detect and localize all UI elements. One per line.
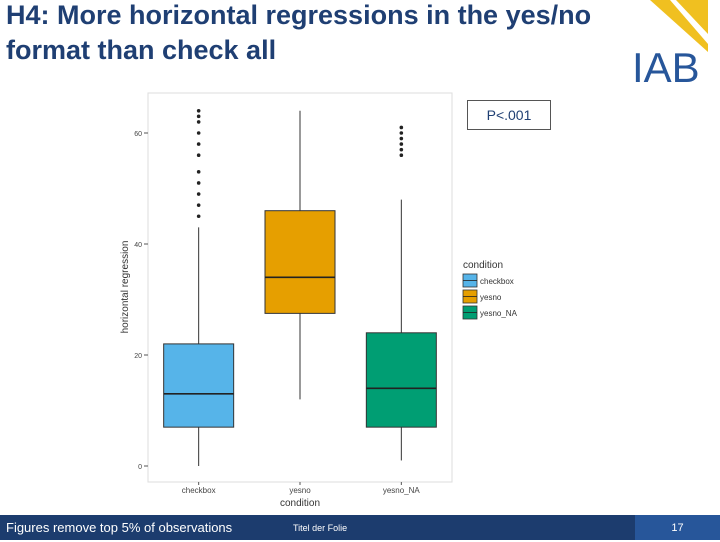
outlier-point xyxy=(399,142,404,146)
outlier-point xyxy=(196,192,201,196)
legend-label: yesno xyxy=(480,293,502,302)
logo-yellow-shape xyxy=(650,0,708,52)
x-tick-label: yesno_NA xyxy=(383,486,421,495)
x-tick-label: checkbox xyxy=(182,486,216,495)
slide-title: H4: More horizontal regressions in the y… xyxy=(6,0,592,65)
boxplot-chart: 0 20 40 60 horizontal regression checkbox yesn… xyxy=(120,92,518,509)
outlier-point xyxy=(399,147,404,152)
p-value-box: P<.001 xyxy=(467,100,551,130)
outlier-point xyxy=(399,131,404,135)
legend-label: yesno_NA xyxy=(480,309,518,318)
y-tick-label: 0 xyxy=(138,464,142,471)
outlier-point xyxy=(196,142,201,146)
y-tick-label: 40 xyxy=(134,242,142,249)
box-yesno xyxy=(264,210,336,314)
iab-logo: IAB xyxy=(632,0,708,86)
x-tick-label: yesno xyxy=(289,486,311,495)
outlier-point xyxy=(196,131,201,135)
footer-bar: Figures remove top 5% of observations Ti… xyxy=(0,515,720,540)
outlier-point xyxy=(399,136,404,141)
y-tick-label: 20 xyxy=(134,353,142,360)
footer-note: Figures remove top 5% of observations xyxy=(0,515,260,540)
box-checkbox xyxy=(163,343,235,428)
outlier-point xyxy=(196,114,201,119)
outlier-point xyxy=(399,125,404,130)
outlier-point xyxy=(196,181,201,185)
outlier-point xyxy=(399,153,404,157)
outlier-point xyxy=(196,109,201,113)
outlier-point xyxy=(196,153,201,157)
logo-text: IAB xyxy=(632,44,700,86)
legend-title: condition xyxy=(463,260,503,271)
x-axis-label: condition xyxy=(280,498,320,509)
outlier-point xyxy=(196,214,201,219)
outlier-point xyxy=(196,170,201,174)
box-yesno_NA xyxy=(365,332,437,428)
logo-yellow-corner xyxy=(676,0,708,34)
footer-title: Titel der Folie xyxy=(260,515,635,540)
y-tick-label: 60 xyxy=(134,131,142,138)
y-axis-label: horizontal regression xyxy=(120,241,131,334)
outlier-point xyxy=(196,203,201,207)
legend-label: checkbox xyxy=(480,277,514,286)
outlier-point xyxy=(196,120,201,124)
page-number: 17 xyxy=(635,515,720,540)
